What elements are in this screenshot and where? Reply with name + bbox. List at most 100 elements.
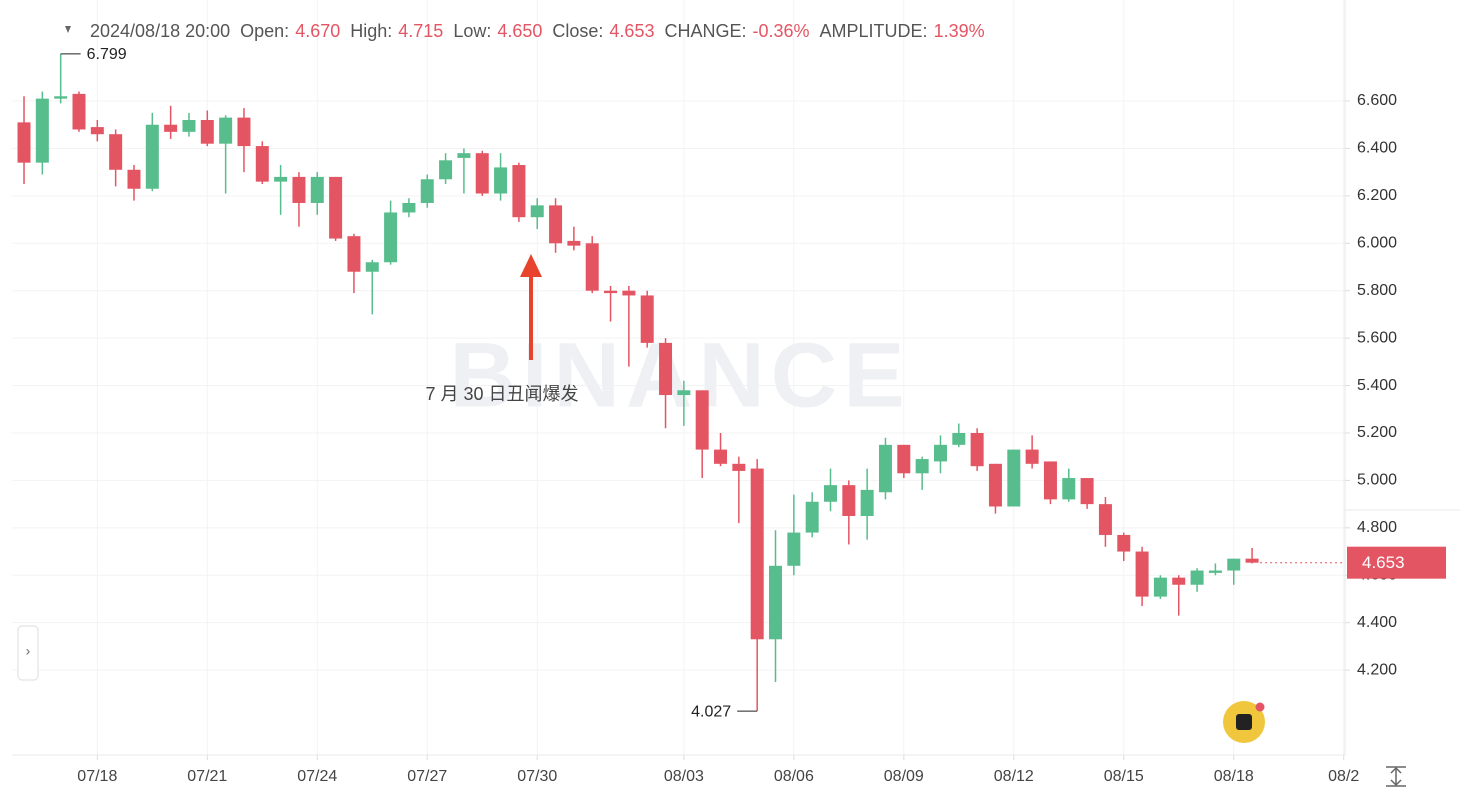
y-tick-label: 5.600 xyxy=(1357,329,1397,346)
candle-body xyxy=(750,468,764,640)
candle-body xyxy=(823,485,837,502)
y-tick-label: 6.400 xyxy=(1357,140,1397,157)
candle-body xyxy=(878,444,892,493)
low-label: 4.027 xyxy=(691,703,731,720)
candle-body xyxy=(145,124,159,189)
candle-body xyxy=(1025,449,1039,464)
candle-body xyxy=(897,444,911,474)
candle-body xyxy=(439,160,453,180)
y-tick-label: 6.000 xyxy=(1357,235,1397,252)
header-value: -0.36% xyxy=(752,21,809,41)
x-tick-label: 07/18 xyxy=(77,768,117,785)
notification-dot xyxy=(1255,702,1265,712)
high-label: 6.799 xyxy=(87,46,127,63)
expand-button[interactable] xyxy=(17,625,39,681)
y-tick-label: 4.800 xyxy=(1357,519,1397,536)
candle-body xyxy=(1135,551,1149,597)
y-tick-label: 5.800 xyxy=(1357,282,1397,299)
last-price-tag xyxy=(1347,546,1446,579)
y-tick-label: 5.200 xyxy=(1357,424,1397,441)
candle-body xyxy=(402,202,416,213)
candle-body xyxy=(530,205,544,218)
candles xyxy=(17,53,1259,712)
candle-body xyxy=(1043,461,1057,500)
annotation: 7 月 30 日丑闻爆发 xyxy=(425,384,578,404)
candle-body xyxy=(769,565,783,640)
header-value: 1.39% xyxy=(934,21,985,41)
candle-body xyxy=(677,390,691,396)
header-label: Close: xyxy=(552,21,603,41)
candle-body xyxy=(988,463,1002,507)
header-value: 4.715 xyxy=(398,21,443,41)
candle-body xyxy=(585,243,599,291)
candle-body xyxy=(1227,558,1241,571)
candle-body xyxy=(365,262,379,272)
candle-body xyxy=(1062,478,1076,500)
x-tick-label: 08/18 xyxy=(1214,768,1254,785)
candle-body xyxy=(219,117,233,144)
candle-body xyxy=(347,236,361,272)
x-tick-label: 07/27 xyxy=(407,768,447,785)
grid xyxy=(12,0,1345,755)
x-tick-label: 07/21 xyxy=(187,768,227,785)
x-tick-label: 08/06 xyxy=(774,768,814,785)
chat-icon xyxy=(1236,714,1252,730)
header-value: 4.650 xyxy=(497,21,542,41)
candle-body xyxy=(567,240,581,246)
candle-body xyxy=(604,290,618,294)
y-tick-label: 6.200 xyxy=(1357,187,1397,204)
x-tick-label: 07/24 xyxy=(297,768,337,785)
candle-body xyxy=(1208,570,1222,573)
candle-body xyxy=(90,127,104,135)
candle-body xyxy=(127,169,141,189)
candle-body xyxy=(1245,558,1259,563)
scale-button[interactable] xyxy=(1386,766,1406,787)
x-tick-label: 08/12 xyxy=(994,768,1034,785)
candle-body xyxy=(420,179,434,203)
candle-body xyxy=(1172,577,1186,585)
candle-body xyxy=(512,165,526,218)
candle-body xyxy=(1007,449,1021,507)
x-tick-label: 08/03 xyxy=(664,768,704,785)
candle-body xyxy=(1190,570,1204,585)
candle-body xyxy=(549,205,563,244)
y-tick-label: 4.400 xyxy=(1357,614,1397,631)
candle-body xyxy=(915,459,929,474)
header-value: 4.653 xyxy=(609,21,654,41)
candle-body xyxy=(659,342,673,396)
candle-body xyxy=(329,176,343,239)
collapse-icon[interactable] xyxy=(65,26,71,33)
candle-body xyxy=(237,117,251,147)
candle-body xyxy=(35,98,49,163)
arrow-head xyxy=(520,254,542,277)
candle-body xyxy=(310,176,324,203)
header-label: High: xyxy=(350,21,392,41)
last-price-label: 4.653 xyxy=(1362,553,1405,572)
candle-body xyxy=(714,449,728,464)
candle-body xyxy=(17,122,31,163)
candle-body xyxy=(274,176,288,182)
candle-body xyxy=(933,444,947,462)
y-tick-label: 4.200 xyxy=(1357,661,1397,678)
candle-body xyxy=(494,167,508,194)
candle-body xyxy=(952,432,966,445)
candle-body xyxy=(842,485,856,516)
candle-body xyxy=(164,124,178,132)
candle-body xyxy=(805,501,819,533)
candle-body xyxy=(109,134,123,170)
candle-body xyxy=(200,119,214,144)
candle-body xyxy=(860,489,874,516)
candle-body xyxy=(475,153,489,194)
candle-body xyxy=(1153,577,1167,597)
candle-body xyxy=(1080,478,1094,505)
candle-body xyxy=(970,432,984,467)
expand-icon: › xyxy=(26,643,31,659)
candle-body xyxy=(1117,534,1131,552)
header: 2024/08/18 20:00 Open: 4.670 High: 4.715 Low:… xyxy=(90,21,985,41)
candle-body xyxy=(640,295,654,343)
header-label: CHANGE: xyxy=(664,21,746,41)
x-tick-label: 08/15 xyxy=(1104,768,1144,785)
watermark: BINANCE xyxy=(449,324,910,426)
candle-body xyxy=(787,532,801,566)
candle-body xyxy=(732,463,746,471)
